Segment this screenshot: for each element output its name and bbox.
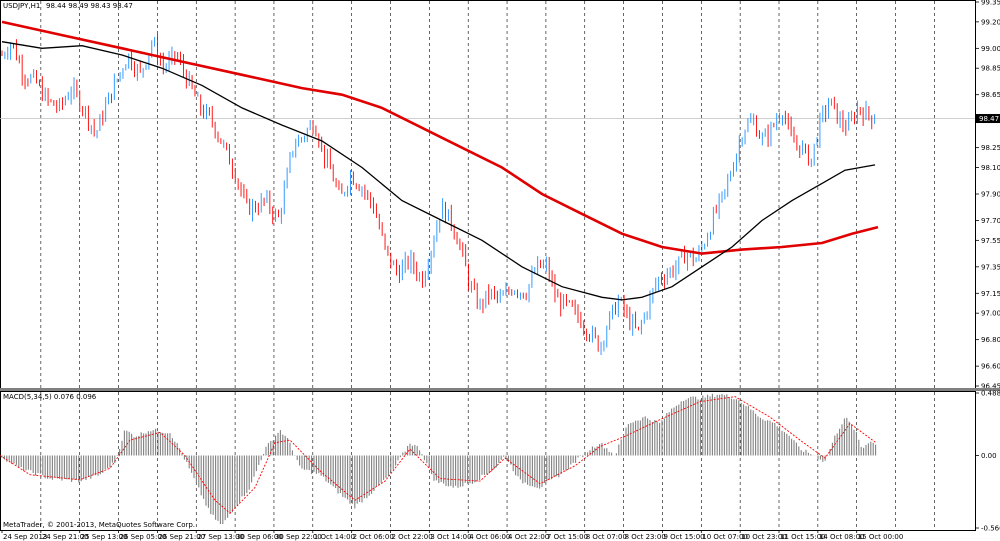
time-tick-label: 26 Sep 21:00	[158, 533, 205, 541]
price-tick-label: 97.15	[981, 290, 1000, 298]
time-tick-label: 30 Sep 06:00	[236, 533, 283, 541]
price-tick-label: 98.65	[981, 91, 1000, 99]
time-tick-label: 10 Oct 23:00	[741, 533, 787, 541]
price-tick-label: 96.60	[981, 363, 1000, 371]
macd-histogram	[1, 393, 877, 525]
time-tick-label: 8 Oct 07:00	[586, 533, 627, 541]
sma-fast-line	[1, 41, 876, 301]
macd-pane-frame	[0, 391, 976, 531]
time-tick-label: 10 Oct 07:00	[702, 533, 748, 541]
price-pane-frame	[0, 0, 976, 389]
time-tick-label: 8 Oct 23:00	[625, 533, 666, 541]
price-axis: 99.35 99.20 99.00 98.85 98.65 98.25 98.10 97.90…	[975, 0, 1000, 391]
time-tick-label: 4 Oct 22:00	[508, 533, 549, 541]
ohlc-header: 98.44 98.49 98.43 98.47	[46, 2, 133, 10]
chart-title: USDJPY,H1	[3, 2, 40, 10]
time-tick-label: 7 Oct 15:00	[547, 533, 588, 541]
sma-slow-line	[1, 20, 879, 255]
price-tick-label: 96.45	[981, 383, 1000, 391]
time-tick-label: 2 Oct 22:00	[392, 533, 433, 541]
time-tick-label: 25 Sep 13:00	[81, 533, 128, 541]
time-tick-label: 11 Oct 15:00	[780, 533, 826, 541]
macd-pane[interactable]: 0.488 0.00 -0.566 MACD(5,34,5) 0.076 0.096…	[0, 390, 1000, 533]
price-pane[interactable]: 99.35 99.20 99.00 98.85 98.65 98.25 98.10 97.90…	[0, 0, 1000, 391]
macd-title: MACD(5,34,5) 0.076 0.096	[3, 393, 97, 401]
price-tick-label: 96.80	[981, 336, 1000, 344]
time-tick-label: 30 Sep 22:00	[275, 533, 322, 541]
price-tick-label: 98.85	[981, 65, 1000, 73]
macd-axis: 0.488 0.00 -0.566	[975, 390, 1000, 533]
macd-tick-label: -0.566	[981, 525, 1000, 533]
time-tick-label: 4 Oct 06:00	[469, 533, 510, 541]
current-price-box	[976, 114, 1000, 124]
time-tick-label: 24 Sep 21:00	[42, 533, 89, 541]
macd-tick-label: 0.488	[981, 390, 1000, 398]
candles	[1, 33, 876, 355]
price-tick-label: 98.25	[981, 144, 1000, 152]
pane-separator[interactable]	[0, 388, 1000, 391]
price-tick-label: 97.70	[981, 217, 1000, 225]
time-tick-label: 1 Oct 14:00	[314, 533, 355, 541]
price-tick-label: 97.55	[981, 237, 1000, 245]
price-tick-label: 99.00	[981, 45, 1000, 53]
price-tick-label: 99.20	[981, 18, 1000, 26]
time-tick-label: 15 Oct 00:00	[858, 533, 904, 541]
time-tick-label: 9 Oct 15:00	[663, 533, 704, 541]
current-price-label: 98.47	[979, 115, 999, 123]
macd-signal-line	[0, 396, 877, 514]
time-tick-label: 2 Oct 06:00	[353, 533, 394, 541]
price-tick-label: 97.35	[981, 263, 1000, 271]
macd-tick-label: 0.00	[981, 452, 997, 460]
price-tick-label: 99.35	[981, 0, 1000, 7]
time-tick-label: 26 Sep 05:00	[120, 533, 167, 541]
price-tick-label: 97.00	[981, 310, 1000, 318]
time-tick-label: 24 Sep 2013	[3, 533, 47, 541]
time-tick-label: 27 Sep 13:00	[197, 533, 244, 541]
price-tick-label: 98.10	[981, 164, 1000, 172]
time-tick-label: 3 Oct 14:00	[430, 533, 471, 541]
price-tick-label: 97.90	[981, 191, 1000, 199]
time-tick-label: 14 Oct 08:00	[819, 533, 865, 541]
copyright: MetaTrader, © 2001-2013, MetaQuotes Soft…	[3, 521, 195, 529]
